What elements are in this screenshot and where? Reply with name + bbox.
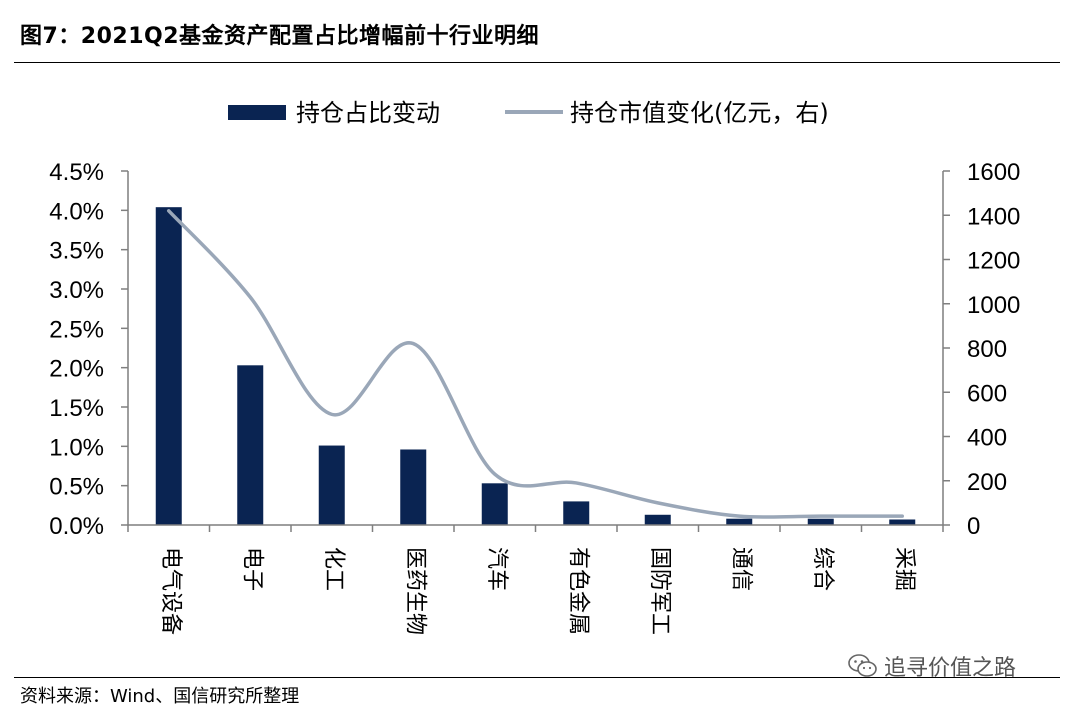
y-tick-label-left: 3.0% (49, 277, 104, 304)
y-tick-label-right: 800 (967, 336, 1007, 363)
x-tick-label: 有色金属 (565, 547, 590, 635)
x-tick-label: 通信 (728, 547, 753, 591)
line-series (167, 209, 904, 519)
y-tick-label-left: 4.5% (49, 159, 104, 186)
bar (807, 518, 834, 525)
y-tick-label-right: 1400 (967, 203, 1020, 230)
bar (237, 365, 264, 525)
bar (400, 449, 427, 525)
wechat-icon (848, 654, 877, 677)
bar (644, 514, 671, 525)
bar (155, 207, 182, 526)
y-tick-label-right: 600 (967, 380, 1007, 407)
y-tick-label-left: 2.5% (49, 316, 104, 343)
y-tick-label-left: 0.0% (49, 513, 104, 540)
y-tick-label-right: 1000 (967, 292, 1020, 319)
x-tick-label: 电气设备 (158, 547, 183, 635)
bar (726, 518, 753, 525)
x-tick-label: 医药生物 (402, 547, 427, 635)
x-tick-label: 国防军工 (647, 547, 672, 635)
page-title: 图7：2021Q2基金资产配置占比增幅前十行业明细 (20, 24, 540, 49)
y-tick-label-right: 200 (967, 469, 1007, 496)
x-tick-label: 电子 (239, 547, 264, 591)
y-tick-label-left: 4.0% (49, 198, 104, 225)
y-tick-label-left: 1.5% (49, 395, 104, 422)
legend-label-bar: 持仓占比变动 (296, 99, 440, 127)
legend-label-line: 持仓市值变化(亿元，右) (570, 99, 829, 127)
source-note: 资料来源：Wind、国信研究所整理 (20, 686, 300, 707)
y-tick-label-left: 0.5% (49, 474, 104, 501)
y-tick-label-right: 1200 (967, 248, 1020, 275)
bar-series (155, 207, 916, 526)
bar (889, 519, 916, 525)
y-tick-label-left: 3.5% (49, 238, 104, 265)
title-divider (14, 62, 1060, 63)
y-tick-label-left: 1.0% (49, 434, 104, 461)
source-divider (14, 677, 1060, 678)
line-path (167, 209, 904, 519)
x-tick-label: 化工 (321, 547, 346, 591)
legend: 持仓占比变动 持仓市值变化(亿元，右) (228, 99, 829, 127)
bar (318, 445, 345, 525)
y-tick-label-right: 400 (967, 425, 1007, 452)
bar (563, 501, 590, 525)
bar (481, 483, 508, 525)
x-tick-label: 采掘 (891, 547, 916, 591)
x-tick-label: 汽车 (484, 547, 509, 591)
watermark-text: 追寻价值之路 (884, 656, 1017, 681)
y-tick-label-right: 1600 (967, 159, 1020, 186)
y-tick-label-left: 2.0% (49, 356, 104, 383)
x-tick-label: 综合 (810, 547, 835, 591)
axes: 0.0% 0.5% 1.0% 1.5% 2.0% 2.5% 3.0% 3.5% 4.0% 4.5%… (49, 159, 1020, 635)
y-tick-label-right: 0 (967, 513, 980, 540)
watermark: 追寻价值之路 (848, 650, 1016, 682)
legend-swatch-bar (228, 105, 286, 120)
